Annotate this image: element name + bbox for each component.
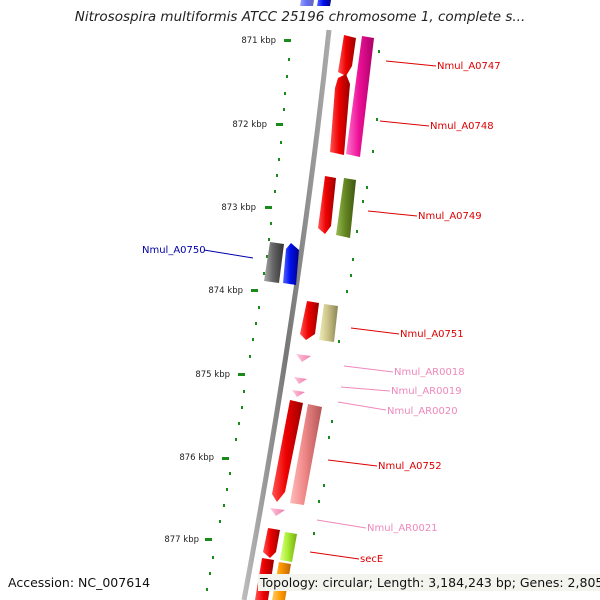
gene-arrow-gray[interactable] (264, 242, 284, 283)
ruler-ticks (205, 39, 291, 541)
gene-label-nmul-ar0018[interactable]: Nmul_AR0018 (394, 367, 465, 378)
gene-label-nmul-ar0021[interactable]: Nmul_AR0021 (367, 523, 438, 534)
gene-label-nmul-ar0019[interactable]: Nmul_AR0019 (391, 386, 462, 397)
gene-label-nmul-a0747[interactable]: Nmul_A0747 (437, 61, 501, 72)
gene-label-sece[interactable]: secE (360, 554, 383, 565)
gene-arrow-top-blue-2[interactable] (317, 0, 331, 6)
gene-label-nmul-ar0020[interactable]: Nmul_AR0020 (387, 406, 458, 417)
ruler-tick-label: 877 kbp (164, 535, 199, 545)
ruler-tick-label: 874 kbp (208, 286, 243, 296)
gene-arrow-salmon[interactable] (290, 404, 322, 505)
gene-arrow-nmul-ar0018[interactable] (296, 354, 311, 362)
gene-label-nmul-a0748[interactable]: Nmul_A0748 (430, 121, 494, 132)
gene-arrow-magenta[interactable] (346, 36, 374, 157)
gene-arrow-nmul-a0750[interactable] (283, 243, 299, 285)
gene-arrow-lime[interactable] (280, 532, 297, 562)
gene-arrow-khaki[interactable] (319, 304, 338, 342)
gene-arrow-nmul-ar0020[interactable] (292, 390, 305, 397)
map-title: Nitrosospira multiformis ATCC 25196 chro… (74, 9, 526, 25)
gene-arrow-nmul-a0748[interactable] (330, 74, 350, 155)
ruler-dots (206, 50, 380, 591)
chromosome-backbone (241, 29, 332, 600)
gene-arrow-nmul-a0751[interactable] (300, 301, 319, 340)
gene-arrow-olive[interactable] (336, 178, 356, 238)
gene-arrow-sece[interactable] (263, 528, 280, 558)
gene-arrow-nmul-a0747[interactable] (338, 35, 356, 76)
gene-label-nmul-a0751[interactable]: Nmul_A0751 (400, 329, 464, 340)
gene-label-nmul-a0750[interactable]: Nmul_A0750 (142, 245, 206, 256)
gene-label-nmul-a0749[interactable]: Nmul_A0749 (418, 211, 482, 222)
gene-arrow-nmul-ar0019[interactable] (294, 377, 307, 384)
leader-lines (203, 60, 437, 560)
ruler-tick-label: 875 kbp (195, 370, 230, 380)
ruler-tick-label: 873 kbp (221, 203, 256, 213)
gene-arrow-nmul-ar0021[interactable] (270, 508, 285, 516)
gene-arrow-nmul-a0749[interactable] (318, 176, 336, 234)
ruler-tick-label: 876 kbp (179, 453, 214, 463)
topology-text: Topology: circular; Length: 3,184,243 bp… (258, 574, 600, 591)
gene-arrow-nmul-a0752[interactable] (272, 400, 303, 502)
gene-arrows (255, 35, 374, 600)
accession-text: Accession: NC_007614 (6, 574, 153, 591)
gene-arrow-top-blue-1[interactable] (300, 0, 314, 6)
gene-label-nmul-a0752[interactable]: Nmul_A0752 (378, 461, 442, 472)
ruler-tick-label: 872 kbp (232, 120, 267, 130)
ruler-tick-label: 871 kbp (241, 36, 276, 46)
